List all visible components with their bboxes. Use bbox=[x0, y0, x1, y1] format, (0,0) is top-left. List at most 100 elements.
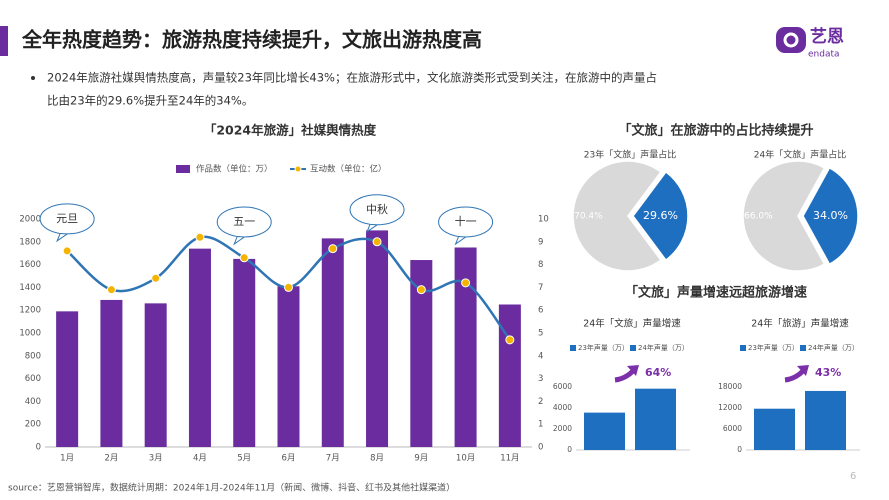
x-tick-label: 10月 bbox=[456, 454, 475, 464]
line-marker bbox=[106, 285, 116, 295]
logo-e bbox=[783, 32, 799, 48]
legend-label: 24年声量（万） bbox=[808, 343, 859, 352]
bullet-text: 比由23年的29.6%提升至24年的34%。 bbox=[47, 94, 253, 108]
bullet-dot bbox=[31, 76, 35, 80]
bar bbox=[366, 230, 389, 447]
bar bbox=[754, 408, 795, 450]
y2-tick-label: 7 bbox=[538, 283, 543, 293]
chart-title: 23年「文旅」声量占比 bbox=[584, 149, 676, 161]
growth-arrowhead bbox=[797, 365, 809, 376]
page-title: 全年热度趋势：旅游热度持续提升，文旅出游热度高 bbox=[21, 28, 482, 52]
annotation-tail-cover bbox=[369, 219, 380, 224]
y2-tick-label: 0 bbox=[538, 443, 543, 453]
x-tick-label: 5月 bbox=[237, 454, 251, 464]
chart-title: 24年「旅游」声量增速 bbox=[751, 318, 849, 330]
legend-label: 互动数（单位：亿） bbox=[310, 164, 387, 175]
page-number: 6 bbox=[850, 471, 856, 482]
y-tick-label: 0 bbox=[36, 443, 41, 453]
annotation-bubble bbox=[349, 194, 405, 226]
bar bbox=[454, 247, 477, 447]
line-marker bbox=[239, 253, 249, 263]
x-tick-label: 11月 bbox=[500, 454, 519, 464]
annotation: 十一 bbox=[455, 214, 477, 228]
line-marker bbox=[328, 244, 338, 254]
annotation-tail-cover bbox=[236, 232, 247, 236]
title-accent bbox=[0, 26, 8, 56]
line-marker bbox=[151, 273, 161, 283]
growth-arrowhead bbox=[627, 365, 639, 376]
legend-label: 24年声量（万） bbox=[638, 343, 689, 352]
logo: 艺恩 endata bbox=[776, 26, 844, 60]
y2-tick-label: 4 bbox=[538, 351, 543, 361]
y-tick-label: 1600 bbox=[19, 260, 41, 270]
chart-title: 「2024年旅游」社媒舆情热度 bbox=[204, 123, 377, 138]
legend-swatch bbox=[630, 345, 636, 351]
y2-tick-label: 8 bbox=[538, 260, 543, 270]
y-tick-label: 4000 bbox=[553, 403, 572, 412]
y2-tick-label: 2 bbox=[538, 397, 543, 407]
bar bbox=[277, 286, 300, 447]
y-tick-label: 12000 bbox=[718, 403, 742, 412]
legend-swatch bbox=[800, 345, 806, 351]
logo-text: 艺恩 bbox=[810, 26, 844, 47]
source: source：艺恩营销智库，数据统计周期：2024年1月-2024年11月（新闻… bbox=[8, 482, 455, 494]
line-marker bbox=[461, 278, 471, 288]
chart-title: 24年「文旅」声量占比 bbox=[754, 149, 846, 161]
y-tick-label: 6000 bbox=[723, 424, 742, 433]
growth-label: 64% bbox=[645, 366, 671, 379]
slice-label: 66.0% bbox=[744, 212, 773, 222]
pie-slice bbox=[742, 160, 826, 272]
line-marker bbox=[416, 285, 426, 295]
bar bbox=[635, 388, 676, 450]
legend-label: 23年声量（万） bbox=[578, 343, 629, 352]
slice-label: 34.0% bbox=[813, 209, 848, 222]
chart-title: 24年「文旅」声量增速 bbox=[583, 318, 681, 330]
logo-mark bbox=[776, 27, 806, 53]
line-marker bbox=[195, 232, 205, 242]
annotation: 中秋 bbox=[366, 202, 388, 216]
y-tick-label: 2000 bbox=[19, 215, 41, 225]
slice-label: 70.4% bbox=[574, 212, 603, 222]
y2-tick-label: 6 bbox=[538, 306, 543, 316]
annotation-bubble bbox=[39, 203, 95, 235]
line-marker bbox=[62, 246, 72, 256]
x-tick-label: 3月 bbox=[149, 454, 163, 464]
y-tick-label: 600 bbox=[25, 374, 41, 384]
bar bbox=[805, 390, 846, 450]
y2-tick-label: 1 bbox=[538, 420, 543, 430]
pie-slice bbox=[572, 160, 662, 272]
y2-tick-label: 3 bbox=[538, 374, 543, 384]
bar bbox=[584, 412, 625, 450]
annotation: 元旦 bbox=[56, 212, 78, 225]
y-tick-label: 18000 bbox=[718, 382, 742, 391]
bar bbox=[410, 260, 433, 447]
bullet-text: 2024年旅游社媒舆情热度高，声量较23年同比增长43%；在旅游形式中，文化旅游… bbox=[47, 71, 657, 85]
growth-arrow bbox=[614, 369, 635, 383]
x-tick-label: 4月 bbox=[193, 454, 207, 464]
bar bbox=[144, 303, 167, 447]
y-tick-label: 1200 bbox=[19, 306, 41, 316]
y-tick-label: 200 bbox=[25, 420, 41, 430]
bar bbox=[233, 258, 256, 447]
legend-swatch bbox=[176, 165, 190, 173]
y-tick-label: 1800 bbox=[19, 237, 41, 247]
y-tick-label: 0 bbox=[737, 445, 742, 454]
bar bbox=[188, 248, 211, 447]
y-tick-label: 6000 bbox=[553, 382, 572, 391]
y2-tick-label: 5 bbox=[538, 329, 543, 339]
annotation: 五一 bbox=[233, 215, 255, 228]
legend-label: 23年声量（万） bbox=[748, 343, 799, 352]
x-tick-label: 8月 bbox=[370, 454, 384, 464]
growth-arrow bbox=[784, 369, 805, 383]
y-tick-label: 0 bbox=[567, 445, 572, 454]
y-tick-label: 800 bbox=[25, 351, 41, 361]
bar bbox=[321, 238, 344, 447]
bar bbox=[56, 311, 79, 447]
y-tick-label: 400 bbox=[25, 397, 41, 407]
x-tick-label: 1月 bbox=[60, 454, 74, 464]
legend-label: 作品数（单位：万） bbox=[196, 164, 273, 175]
legend-swatch bbox=[740, 345, 746, 351]
section-title: 「文旅」声量增速远超旅游增速 bbox=[625, 285, 807, 301]
line-marker bbox=[505, 335, 515, 345]
